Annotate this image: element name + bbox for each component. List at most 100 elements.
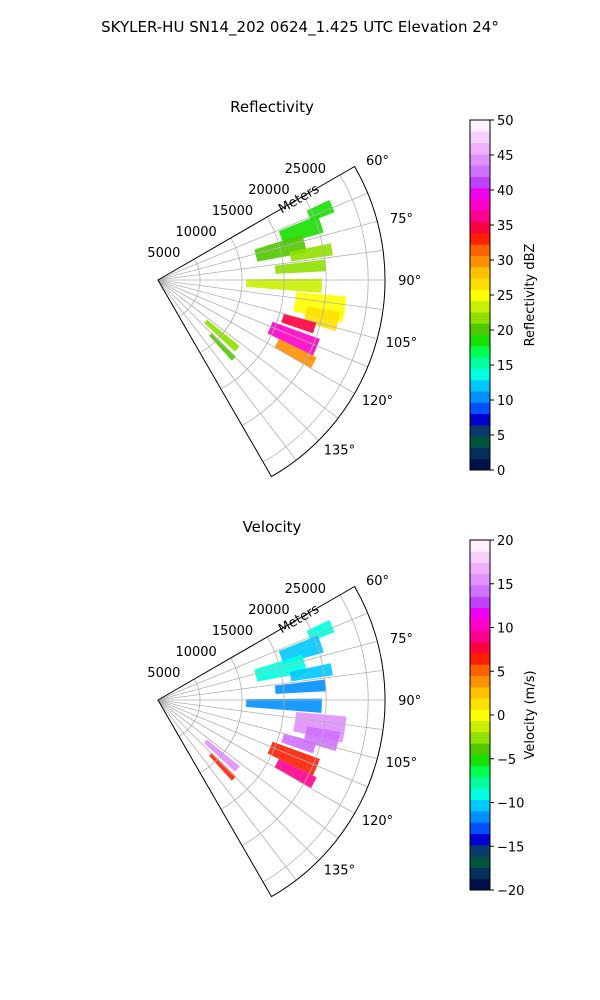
- range-tick-label: 10000: [175, 645, 216, 660]
- range-tick-label: 20000: [248, 183, 289, 198]
- colorbar-segment: [470, 120, 490, 132]
- data-cell: [274, 679, 326, 694]
- colorbar-segment: [470, 266, 490, 279]
- colorbar-segment: [470, 754, 490, 767]
- colorbar-segment: [470, 619, 490, 631]
- colorbar-tick-label: 10: [497, 394, 514, 409]
- colorbar-segment: [470, 334, 490, 347]
- colorbar-tick-label: 25: [497, 289, 514, 304]
- colorbar-segment: [470, 390, 490, 403]
- azimuth-gridline: [157, 699, 378, 760]
- data-cell: [281, 313, 317, 334]
- data-cell: [278, 215, 324, 245]
- azimuth-gridline: [157, 279, 355, 394]
- data-cell: [278, 635, 324, 665]
- colorbar-segment: [470, 799, 490, 812]
- colorbar-segment: [470, 641, 490, 654]
- azimuth-gridline: [157, 279, 384, 311]
- colorbar-tick-label: 10: [497, 622, 514, 637]
- azimuth-tick-label: 120°: [362, 394, 393, 409]
- data-cell: [209, 753, 236, 781]
- range-tick-label: 25000: [285, 582, 326, 597]
- colorbar-segment: [470, 368, 490, 381]
- data-cell: [209, 333, 236, 361]
- range-ring: [178, 678, 201, 737]
- colorbar-tick-label: 20: [497, 534, 514, 549]
- colorbar-segment: [470, 833, 490, 846]
- colorbar-segment: [470, 221, 490, 234]
- panel-title: Reflectivity: [230, 98, 314, 116]
- colorbar-segment: [470, 765, 490, 778]
- data-cell: [204, 319, 240, 352]
- colorbar-tick-label: 40: [497, 184, 514, 199]
- colorbar-segment: [470, 822, 490, 835]
- azimuth-gridline: [157, 279, 368, 368]
- azimuth-gridline: [157, 249, 384, 281]
- colorbar-segment: [470, 278, 490, 290]
- azimuth-gridline: [157, 279, 378, 340]
- colorbar-segment: [470, 777, 490, 789]
- colorbar-segment: [470, 585, 490, 597]
- colorbar-tick-label: 45: [497, 149, 514, 164]
- colorbar-tick-label: 0: [497, 709, 505, 724]
- azimuth-gridline: [157, 699, 319, 861]
- range-ring: [199, 657, 243, 774]
- azimuth-tick-label: 75°: [390, 632, 413, 647]
- colorbar-segment: [470, 232, 490, 245]
- colorbar-tick-label: −5: [497, 753, 516, 768]
- colorbar-segment: [470, 345, 490, 358]
- figure-title: SKYLER-HU SN14_202 0624_1.425 UTC Elevat…: [101, 18, 499, 37]
- colorbar-tick-label: 50: [497, 114, 514, 129]
- range-tick-label: 20000: [248, 603, 289, 618]
- data-cell: [289, 243, 333, 262]
- colorbar-segment: [470, 176, 490, 189]
- colorbar-segment: [470, 357, 490, 369]
- colorbar-segment: [470, 551, 490, 564]
- azimuth-tick-label: 120°: [362, 814, 393, 829]
- range-tick-label: 10000: [175, 225, 216, 240]
- data-cell: [289, 663, 333, 682]
- data-cell: [281, 733, 317, 754]
- colorbar-segment: [470, 573, 490, 586]
- colorbar-segment: [470, 153, 490, 166]
- colorbar-tick-label: −10: [497, 797, 524, 812]
- azimuth-tick-label: 105°: [386, 336, 417, 351]
- panel-title: Velocity: [243, 518, 302, 536]
- colorbar-tick-label: 0: [497, 464, 505, 479]
- azimuth-gridline: [157, 669, 384, 701]
- colorbar-segment: [470, 289, 490, 302]
- colorbar-segment: [470, 596, 490, 609]
- azimuth-gridline: [157, 192, 368, 281]
- colorbar-segment: [470, 878, 490, 891]
- colorbar-tick-label: −20: [497, 884, 524, 899]
- colorbar-tick-label: 30: [497, 254, 514, 269]
- azimuth-tick-label: 135°: [324, 863, 355, 878]
- azimuth-tick-label: 90°: [398, 694, 421, 709]
- colorbar-segment: [470, 142, 490, 155]
- colorbar-segment: [470, 630, 490, 643]
- colorbar-segment: [470, 867, 490, 880]
- colorbar-segment: [470, 731, 490, 744]
- azimuth-gridline: [157, 699, 339, 839]
- colorbar-tick-label: 5: [497, 665, 505, 680]
- colorbar-segment: [470, 402, 490, 415]
- azimuth-gridline: [157, 279, 297, 461]
- colorbar-label: Reflectivity dBZ: [523, 244, 538, 347]
- colorbar-segment: [470, 709, 490, 722]
- colorbar-segment: [470, 788, 490, 801]
- colorbar-label: Velocity (m/s): [523, 670, 538, 759]
- colorbar-segment: [470, 844, 490, 857]
- colorbar-segment: [470, 255, 490, 268]
- colorbar-tick-label: 5: [497, 429, 505, 444]
- range-ring: [199, 237, 243, 354]
- azimuth-tick-label: 135°: [324, 443, 355, 458]
- panel-velocity: Velocity500010000150002000025000Meters60…: [147, 518, 538, 899]
- colorbar-segment: [470, 244, 490, 256]
- azimuth-gridline: [157, 699, 384, 731]
- colorbar-segment: [470, 210, 490, 223]
- data-cell: [274, 259, 326, 274]
- colorbar-segment: [470, 652, 490, 665]
- range-ring: [220, 216, 285, 390]
- colorbar-segment: [470, 311, 490, 324]
